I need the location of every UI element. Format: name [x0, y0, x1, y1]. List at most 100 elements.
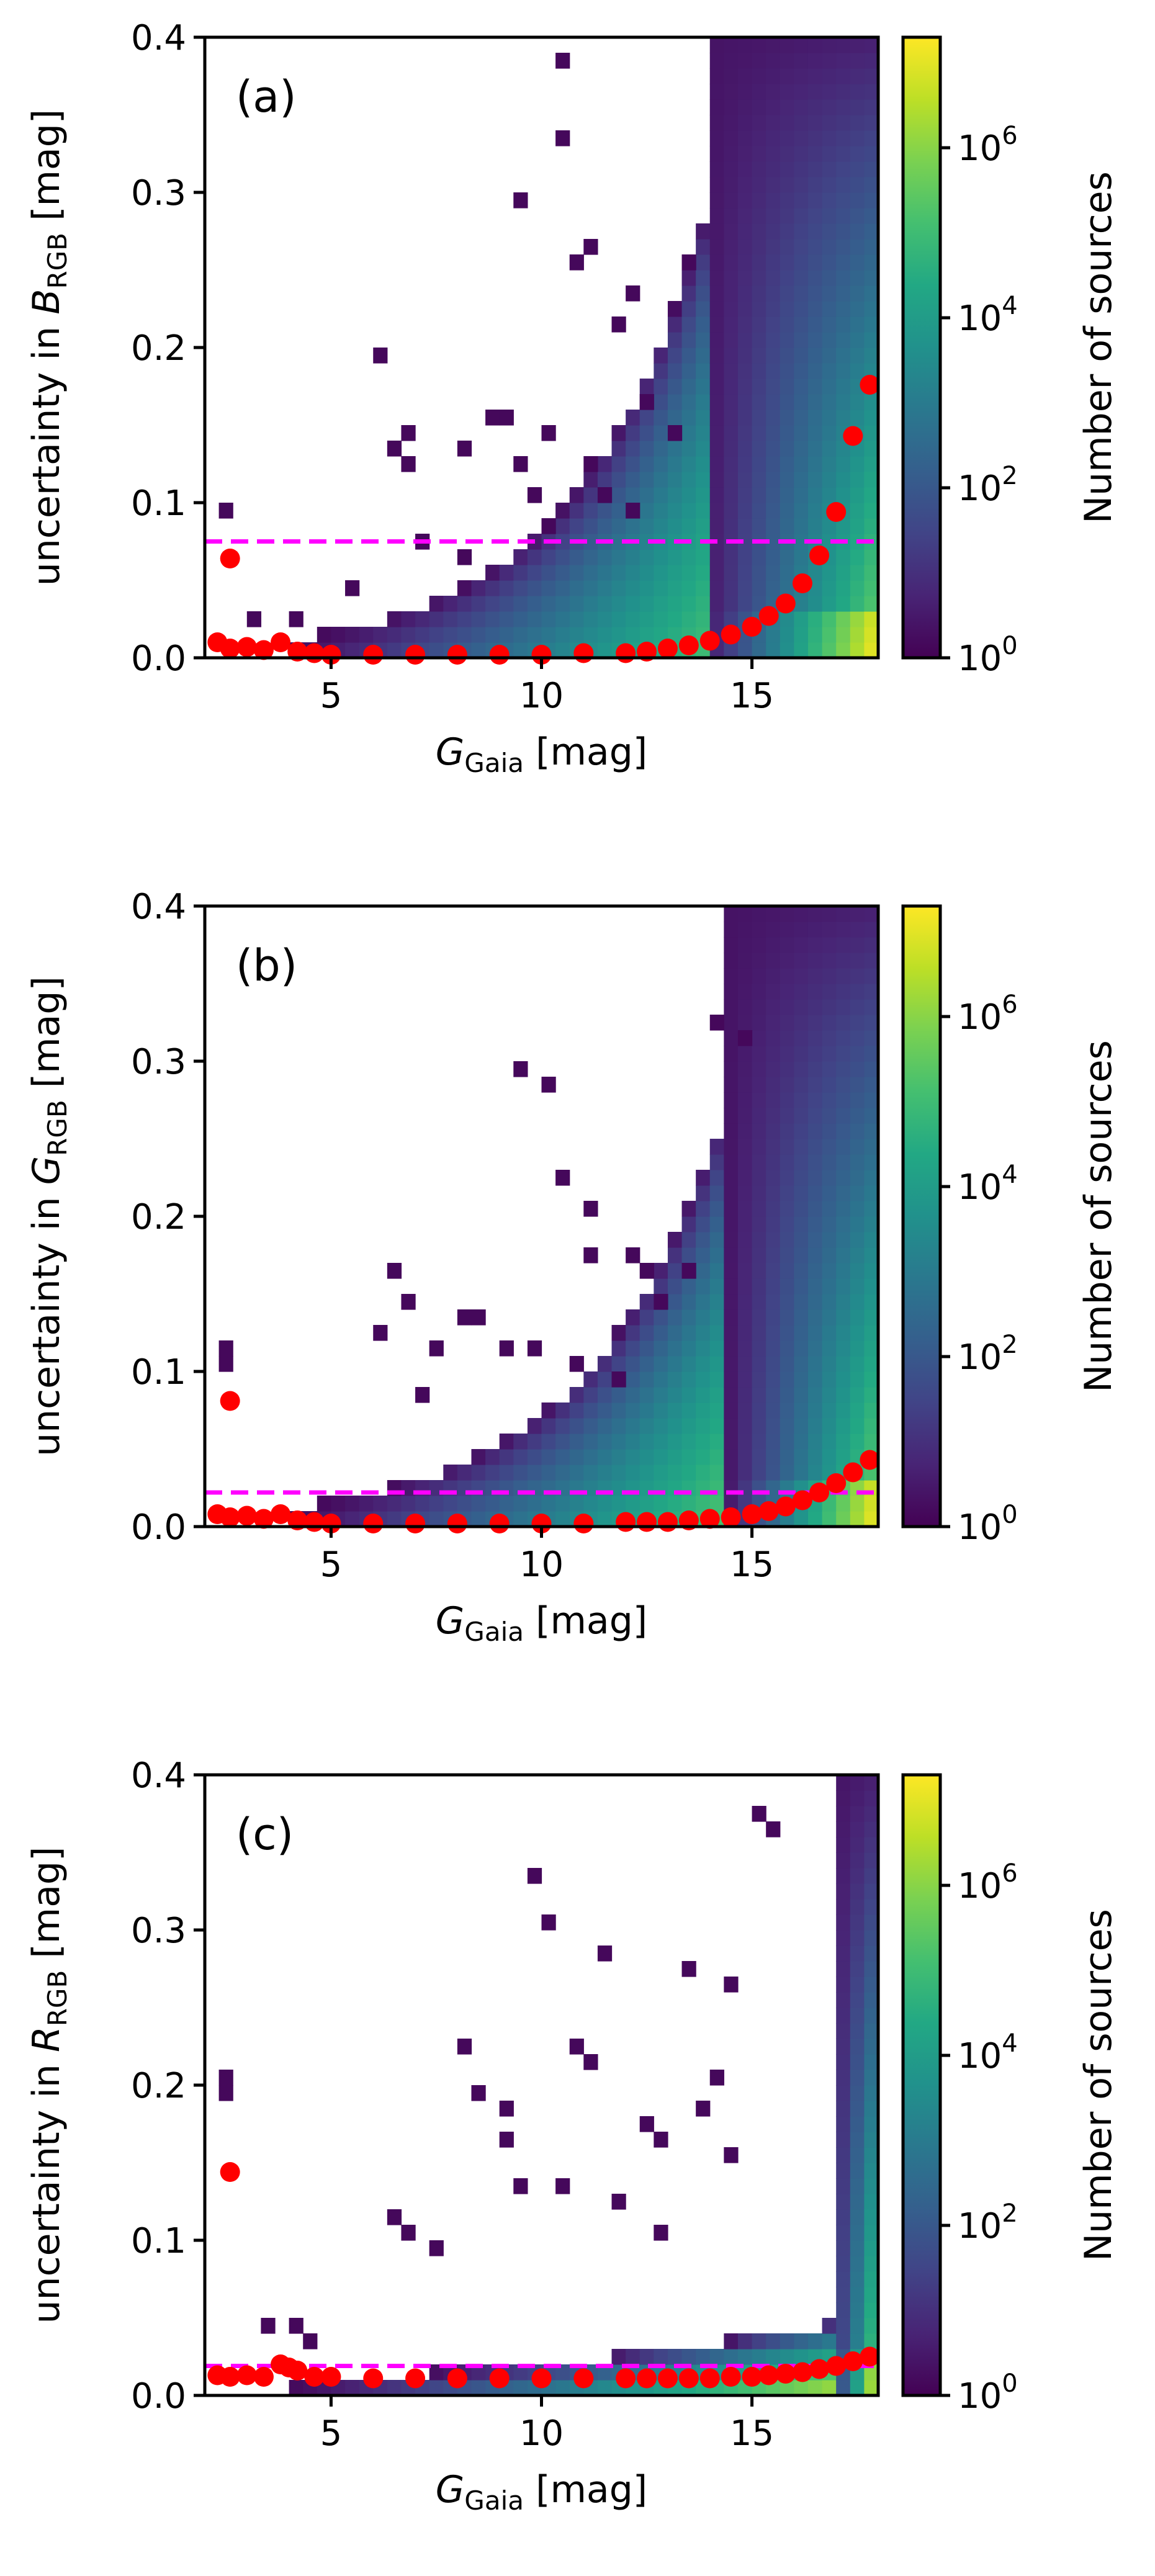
heatmap-cell: [836, 223, 851, 240]
median-point: [721, 624, 741, 645]
heatmap-cell: [836, 2023, 851, 2039]
heatmap-cell: [709, 68, 724, 84]
heatmap-cell: [639, 1465, 654, 1481]
heatmap-cell: [583, 1201, 598, 1217]
heatmap-cell: [724, 348, 739, 364]
heatmap-cell: [850, 1434, 865, 1450]
heatmap-cell: [639, 596, 654, 612]
heatmap-cell: [807, 596, 823, 612]
heatmap-cell: [639, 410, 654, 426]
heatmap-cell: [850, 1387, 865, 1403]
heatmap-cell: [836, 1790, 851, 1806]
heatmap-cell: [864, 1775, 879, 1791]
heatmap-cell: [780, 1185, 794, 1201]
heatmap-cell: [794, 2333, 809, 2349]
heatmap-cell: [836, 239, 851, 255]
heatmap-cell: [864, 953, 879, 969]
heatmap-cell: [836, 518, 851, 534]
median-point: [775, 593, 796, 614]
heatmap-cell: [807, 348, 823, 364]
median-point: [809, 1483, 830, 1502]
heatmap-cell: [724, 922, 739, 938]
heatmap-cell: [724, 130, 739, 146]
heatmap-cell: [850, 2008, 865, 2024]
heatmap-cell: [864, 130, 879, 146]
heatmap-cell: [822, 1139, 837, 1155]
heatmap-cell: [836, 1201, 851, 1217]
heatmap-cell: [724, 1015, 739, 1031]
heatmap-cell: [696, 1232, 711, 1248]
heatmap-cell: [724, 1340, 739, 1357]
heatmap-cell: [541, 425, 556, 441]
heatmap-cell: [654, 363, 668, 379]
heatmap-cell: [864, 84, 879, 100]
heatmap-cell: [766, 968, 781, 984]
heatmap-cell: [261, 2318, 276, 2334]
heatmap-cell: [752, 301, 766, 317]
heatmap-cell: [836, 1030, 851, 1046]
heatmap-cell: [836, 1154, 851, 1170]
heatmap-cell: [737, 1340, 753, 1357]
heatmap-cell: [850, 2147, 865, 2163]
heatmap-cell: [766, 565, 781, 581]
heatmap-cell: [780, 1061, 794, 1077]
heatmap-cell: [611, 1325, 626, 1341]
heatmap-cell: [836, 130, 851, 146]
heatmap-cell: [752, 1170, 766, 1186]
heatmap-cell: [737, 177, 753, 193]
heatmap-cell: [737, 1263, 753, 1279]
heatmap-cell: [766, 1278, 781, 1295]
heatmap-cell: [752, 1139, 766, 1155]
heatmap-cell: [822, 1278, 837, 1295]
heatmap-cell: [766, 37, 781, 53]
heatmap-cell: [667, 2349, 683, 2365]
heatmap-cell: [822, 1263, 837, 1279]
heatmap-cell: [794, 1278, 809, 1295]
heatmap-cell: [696, 1402, 711, 1419]
heatmap-cell: [780, 441, 794, 457]
heatmap-cell: [696, 1418, 711, 1434]
heatmap-cell: [850, 1278, 865, 1295]
heatmap-cell: [709, 208, 724, 224]
heatmap-cell: [681, 379, 696, 395]
heatmap-cell: [752, 68, 766, 84]
heatmap-cell: [794, 161, 809, 177]
heatmap-cell: [794, 332, 809, 348]
heatmap-cell: [807, 984, 823, 1000]
heatmap-cell: [401, 456, 416, 472]
heatmap-cell: [583, 456, 598, 472]
heatmap-cell: [836, 301, 851, 317]
heatmap-cell: [807, 999, 823, 1015]
heatmap-cell: [752, 1015, 766, 1031]
heatmap-cell: [555, 1496, 570, 1512]
median-point: [678, 2368, 699, 2389]
heatmap-cell: [569, 1418, 584, 1434]
heatmap-cell: [541, 1465, 556, 1481]
heatmap-cell: [794, 1294, 809, 1310]
heatmap-cell: [864, 2039, 879, 2055]
heatmap-cell: [836, 642, 851, 658]
heatmap-cell: [822, 130, 837, 146]
heatmap-cell: [737, 115, 753, 131]
panel-label: (b): [236, 940, 297, 991]
heatmap-cell: [709, 177, 724, 193]
heatmap-cell: [864, 1356, 879, 1372]
heatmap-cell: [794, 1434, 809, 1450]
heatmap-cell: [583, 1247, 598, 1263]
heatmap-cell: [807, 642, 823, 658]
heatmap-cell: [667, 1371, 683, 1388]
heatmap-cell: [583, 1480, 598, 1496]
heatmap-cell: [654, 1449, 668, 1465]
heatmap-cell: [766, 1030, 781, 1046]
heatmap-cell: [850, 2271, 865, 2287]
heatmap-cell: [836, 1868, 851, 1884]
y-tick-label: 0.1: [131, 483, 186, 524]
heatmap-cell: [822, 1216, 837, 1232]
heatmap-cell: [555, 1402, 570, 1419]
median-point: [657, 1512, 678, 1532]
heatmap-cell: [513, 1061, 528, 1077]
heatmap-cell: [752, 1449, 766, 1465]
heatmap-cell: [583, 565, 598, 581]
heatmap-cell: [766, 906, 781, 922]
heatmap-cell: [667, 1309, 683, 1326]
